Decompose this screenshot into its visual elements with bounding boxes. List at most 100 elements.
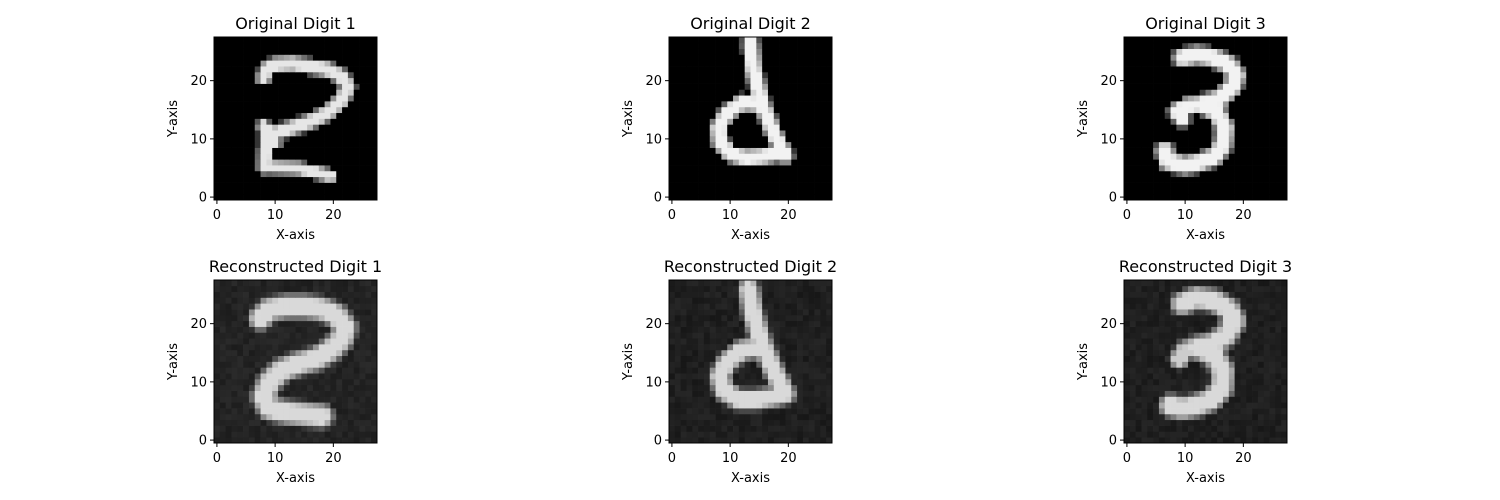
pixel-cell	[1217, 402, 1224, 409]
pixel-cell	[1182, 165, 1189, 172]
pixel-cell	[318, 176, 325, 183]
pixel-cell	[785, 66, 792, 73]
pixel-cell	[342, 54, 349, 61]
pixel-cell	[371, 101, 378, 108]
pixel-cell	[802, 349, 810, 357]
pixel-cell	[1135, 378, 1142, 386]
pixel-cell	[1234, 135, 1241, 143]
pixel-cell	[289, 413, 296, 421]
pixel-cell	[318, 419, 325, 426]
pixel-cell	[1135, 170, 1142, 178]
pixel-cell	[353, 54, 360, 61]
pixel-cell	[744, 141, 751, 148]
pixel-cell	[738, 130, 746, 137]
pixel-cell	[727, 338, 734, 345]
pixel-cell	[750, 124, 757, 131]
pixel-cell	[237, 367, 244, 374]
pixel-cell	[1188, 141, 1195, 148]
pixel-cell	[773, 355, 780, 362]
pixel-cell	[307, 159, 314, 166]
pixel-cell	[1135, 112, 1142, 119]
pixel-cell	[266, 101, 273, 108]
pixel-cell	[1158, 326, 1166, 333]
pixel-cell	[733, 48, 740, 55]
pixel-cell	[1170, 83, 1177, 90]
pixel-cell	[808, 176, 815, 183]
pixel-cell	[301, 124, 308, 131]
pixel-cell	[814, 408, 821, 415]
pixel-cell	[254, 437, 261, 444]
pixel-cell	[674, 42, 681, 49]
pixel-cell	[808, 355, 815, 362]
pixel-cell	[738, 95, 746, 102]
pixel-cell	[237, 77, 244, 84]
pixel-cell	[219, 314, 226, 322]
pixel-cell	[802, 314, 810, 322]
pixel-cell	[767, 384, 775, 391]
pixel-cell	[254, 431, 261, 438]
pixel-cell	[686, 194, 693, 201]
pixel-cell	[1193, 66, 1201, 73]
pixel-cell	[342, 402, 349, 409]
pixel-cell	[1193, 153, 1201, 160]
pixel-cell	[231, 384, 238, 391]
pixel-cell	[1193, 355, 1201, 362]
pixel-cell	[318, 437, 325, 444]
pixel-cell	[826, 37, 833, 44]
pixel-cell	[703, 355, 711, 362]
pixel-cell	[1228, 419, 1235, 426]
pixel-cell	[1275, 373, 1282, 380]
pixel-cell	[1199, 83, 1206, 90]
pixel-cell	[709, 42, 716, 49]
pixel-cell	[1252, 66, 1259, 73]
pixel-cell	[791, 130, 798, 137]
pixel-cell	[686, 437, 693, 444]
pixel-cell	[814, 373, 821, 380]
pixel-cell	[1199, 314, 1206, 322]
pixel-cell	[342, 95, 349, 102]
pixel-cell	[1228, 338, 1235, 345]
pixel-cell	[779, 320, 786, 327]
pixel-cell	[1182, 66, 1189, 73]
pixel-cell	[237, 37, 244, 44]
pixel-cell	[1234, 431, 1241, 438]
pixel-cell	[797, 390, 804, 397]
pixel-cell	[703, 130, 711, 137]
pixel-cell	[733, 83, 740, 90]
pixel-cell	[802, 367, 810, 374]
pixel-cell	[715, 349, 722, 357]
pixel-cell	[756, 101, 763, 108]
pixel-cell	[750, 112, 757, 119]
pixel-cell	[674, 419, 681, 426]
pixel-cell	[219, 332, 226, 339]
pixel-cell	[307, 285, 314, 292]
pixel-cell	[231, 437, 238, 444]
pixel-cell	[254, 182, 261, 189]
pixel-cell	[773, 95, 780, 102]
pixel-cell	[1124, 77, 1131, 84]
pixel-cell	[324, 332, 331, 339]
pixel-cell	[1170, 280, 1177, 287]
pixel-cell	[814, 344, 821, 351]
pixel-cell	[225, 280, 232, 287]
pixel-cell	[756, 77, 763, 84]
pixel-cell	[243, 159, 250, 166]
pixel-cell	[272, 176, 279, 183]
pixel-cell	[289, 112, 296, 119]
pixel-cell	[721, 54, 728, 61]
pixel-cell	[744, 431, 751, 438]
pixel-cell	[1188, 71, 1195, 79]
pixel-cell	[318, 373, 325, 380]
pixel-cell	[243, 332, 250, 339]
pixel-cell	[1158, 408, 1166, 415]
pixel-cell	[307, 344, 314, 351]
pixel-cell	[347, 303, 355, 310]
pixel-cell	[1234, 309, 1241, 316]
pixel-cell	[1211, 159, 1218, 166]
pixel-cell	[1211, 95, 1218, 102]
pixel-cell	[318, 314, 325, 322]
pixel-cell	[278, 48, 285, 55]
pixel-cell	[318, 285, 325, 292]
pixel-cell	[312, 431, 320, 438]
pixel-cell	[767, 390, 775, 397]
